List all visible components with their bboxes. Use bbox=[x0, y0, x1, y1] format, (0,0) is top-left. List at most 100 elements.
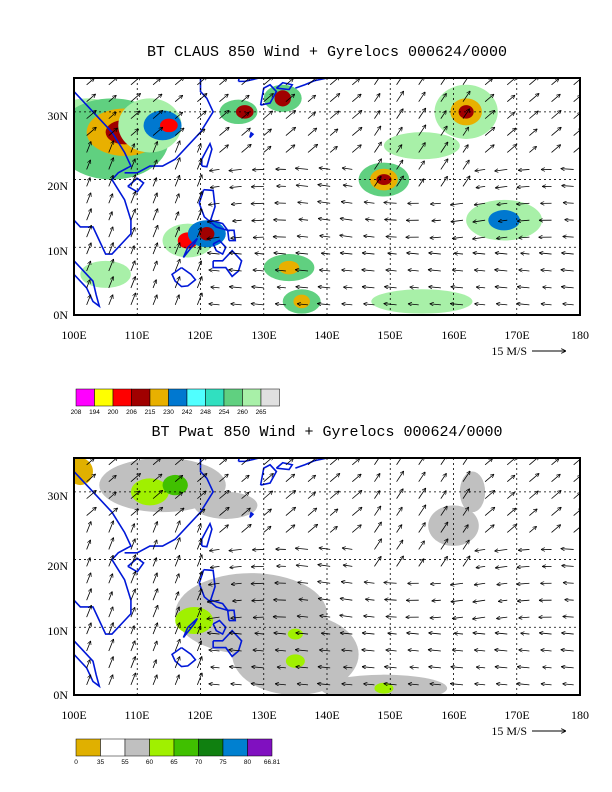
colorbar-swatch bbox=[100, 738, 126, 757]
wind-vector bbox=[207, 600, 220, 602]
coastline bbox=[200, 521, 213, 548]
wind-vector bbox=[430, 304, 441, 305]
x-tick: 110E bbox=[125, 328, 150, 342]
wind-vector bbox=[450, 304, 464, 305]
wind-vector bbox=[295, 270, 309, 271]
wind-vector bbox=[86, 623, 92, 635]
wind-vector bbox=[152, 243, 158, 255]
wind-vector bbox=[329, 473, 340, 483]
wind-vector bbox=[374, 473, 380, 482]
wind-vector bbox=[211, 287, 220, 288]
panel1-frame bbox=[73, 77, 581, 316]
wind-vector bbox=[430, 617, 441, 618]
wind-vector bbox=[454, 633, 464, 634]
wind-vector bbox=[562, 304, 574, 305]
wind-vector bbox=[241, 128, 251, 136]
panel1-colorbar: 208 194 200 206 215 230 242 248 254 260 265 bbox=[71, 388, 280, 416]
wind-vector bbox=[285, 94, 295, 103]
wind-vector bbox=[207, 220, 220, 222]
wind-vector bbox=[130, 555, 136, 567]
coastline bbox=[275, 461, 294, 471]
wind-vector bbox=[152, 193, 157, 204]
wind-vector bbox=[231, 583, 242, 584]
wind-vector bbox=[462, 78, 470, 85]
colorbar-label: 55 bbox=[121, 759, 129, 766]
wind-vector bbox=[343, 565, 353, 566]
wind-vector bbox=[152, 280, 156, 289]
colorbar-label: 215 bbox=[145, 409, 156, 416]
wind-vector bbox=[384, 304, 397, 305]
colorbar-swatch bbox=[112, 388, 132, 407]
wind-vector bbox=[430, 203, 441, 204]
x-tick: 170E bbox=[504, 708, 529, 722]
wind-vector bbox=[108, 242, 114, 255]
wind-vector bbox=[219, 490, 229, 499]
wind-vector bbox=[418, 125, 426, 136]
wind-vector bbox=[564, 600, 574, 601]
wind-vector bbox=[307, 95, 316, 103]
wind-vector bbox=[473, 220, 486, 222]
wind-vector bbox=[374, 110, 379, 119]
wind-vector bbox=[174, 607, 179, 618]
coastline bbox=[127, 557, 145, 573]
wind-vector bbox=[573, 524, 580, 533]
wind-vector bbox=[209, 304, 220, 305]
colorbar-swatch bbox=[173, 738, 199, 757]
colorbar-label: 248 bbox=[200, 409, 211, 416]
wind-vector bbox=[196, 209, 202, 221]
wind-vector bbox=[196, 261, 201, 272]
wind-vector bbox=[384, 202, 397, 203]
colorbar-label: 260 bbox=[237, 409, 248, 416]
wind-vector bbox=[462, 507, 469, 516]
coastline bbox=[74, 260, 101, 309]
wind-vector bbox=[329, 129, 338, 136]
wind-vector bbox=[108, 492, 117, 499]
wind-vector bbox=[396, 524, 402, 533]
wind-vector bbox=[196, 571, 202, 584]
panel1-xticks: 100E 110E 120E 130E 140E 150E 160E 170E … bbox=[61, 328, 589, 342]
wind-vector bbox=[296, 667, 309, 668]
wind-vector bbox=[440, 522, 448, 533]
wind-vector bbox=[196, 143, 201, 153]
wind-vector bbox=[232, 220, 242, 221]
wind-vector bbox=[296, 565, 309, 566]
wind-vector bbox=[495, 566, 508, 568]
wind-vector bbox=[561, 667, 574, 668]
wind-vector bbox=[451, 220, 464, 222]
colorbar-label: 0 bbox=[74, 759, 78, 766]
wind-vector bbox=[196, 276, 202, 289]
wind-vector bbox=[152, 458, 161, 466]
wind-vector bbox=[428, 253, 441, 254]
wind-vector bbox=[251, 583, 264, 584]
wind-vector bbox=[86, 458, 95, 466]
x-tick: 160E bbox=[441, 708, 466, 722]
y-tick: 30N bbox=[47, 489, 68, 503]
y-tick: 20N bbox=[47, 559, 68, 573]
wind-vector bbox=[196, 293, 202, 305]
wind-vector bbox=[340, 253, 353, 254]
wind-vector bbox=[551, 458, 560, 466]
wind-vector bbox=[428, 287, 441, 288]
wind-vector bbox=[219, 458, 227, 466]
wind-vector bbox=[364, 582, 375, 583]
wind-vector bbox=[174, 555, 180, 567]
wind-vector bbox=[296, 633, 309, 634]
wind-vector bbox=[408, 304, 419, 305]
wind-vector bbox=[174, 675, 179, 685]
wind-vector bbox=[174, 492, 183, 499]
wind-vector bbox=[418, 541, 425, 550]
wind-vector bbox=[319, 236, 331, 238]
wind-vector bbox=[130, 607, 135, 618]
wind-vector bbox=[474, 270, 486, 271]
wind-vector bbox=[174, 295, 179, 305]
wind-vector bbox=[498, 600, 508, 601]
wind-vector bbox=[564, 220, 574, 221]
wind-vector bbox=[277, 667, 286, 668]
coastline bbox=[171, 646, 197, 668]
wind-vector bbox=[86, 193, 91, 204]
wind-vector bbox=[317, 581, 331, 583]
wind-vector bbox=[174, 622, 180, 635]
wind-vector bbox=[152, 588, 158, 601]
wind-vector bbox=[108, 193, 113, 204]
wind-vector bbox=[86, 177, 91, 187]
